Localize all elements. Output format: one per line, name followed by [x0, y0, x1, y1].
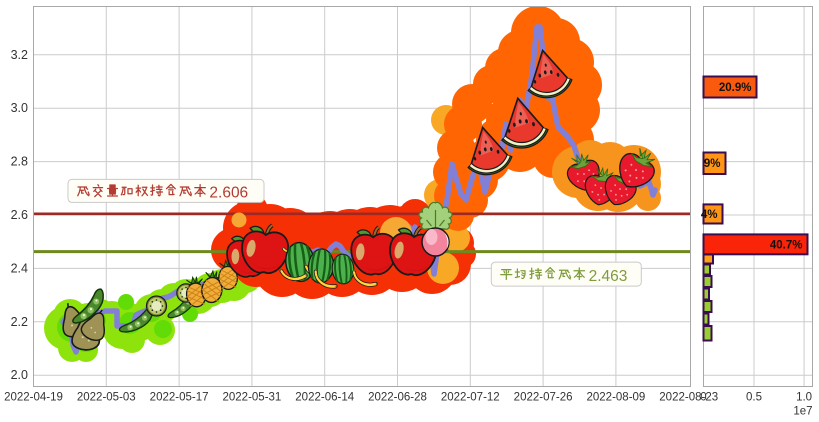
svg-text:2.606: 2.606 — [209, 185, 248, 202]
svg-text:2.2: 2.2 — [11, 315, 28, 329]
svg-text:2022-07-26: 2022-07-26 — [514, 392, 573, 404]
svg-text:2022-07-12: 2022-07-12 — [441, 392, 500, 404]
svg-text:40.7%: 40.7% — [770, 239, 803, 251]
svg-text:1e7: 1e7 — [793, 406, 812, 418]
svg-text:3.0: 3.0 — [11, 101, 28, 115]
svg-text:2022-08-23: 2022-08-23 — [659, 392, 718, 404]
svg-text:2.6: 2.6 — [11, 208, 28, 222]
svg-text:2.0: 2.0 — [11, 368, 28, 382]
svg-text:1.0: 1.0 — [796, 392, 812, 404]
svg-text:20.9%: 20.9% — [719, 82, 752, 94]
svg-text:2.463: 2.463 — [589, 268, 628, 285]
svg-text:2022-06-14: 2022-06-14 — [295, 392, 354, 404]
svg-text:2022-06-28: 2022-06-28 — [368, 392, 427, 404]
svg-text:9%: 9% — [704, 158, 721, 170]
svg-text:0: 0 — [700, 392, 706, 404]
svg-text:2022-05-31: 2022-05-31 — [222, 392, 281, 404]
svg-text:2022-05-17: 2022-05-17 — [150, 392, 209, 404]
svg-text:2022-08-09: 2022-08-09 — [586, 392, 645, 404]
svg-text:0.5: 0.5 — [746, 392, 762, 404]
svg-text:4%: 4% — [701, 209, 718, 221]
svg-text:2.4: 2.4 — [11, 261, 28, 275]
svg-text:3.2: 3.2 — [11, 48, 28, 62]
svg-text:2.8: 2.8 — [11, 155, 28, 169]
svg-text:2022-04-19: 2022-04-19 — [4, 392, 63, 404]
svg-text:2022-05-03: 2022-05-03 — [77, 392, 136, 404]
